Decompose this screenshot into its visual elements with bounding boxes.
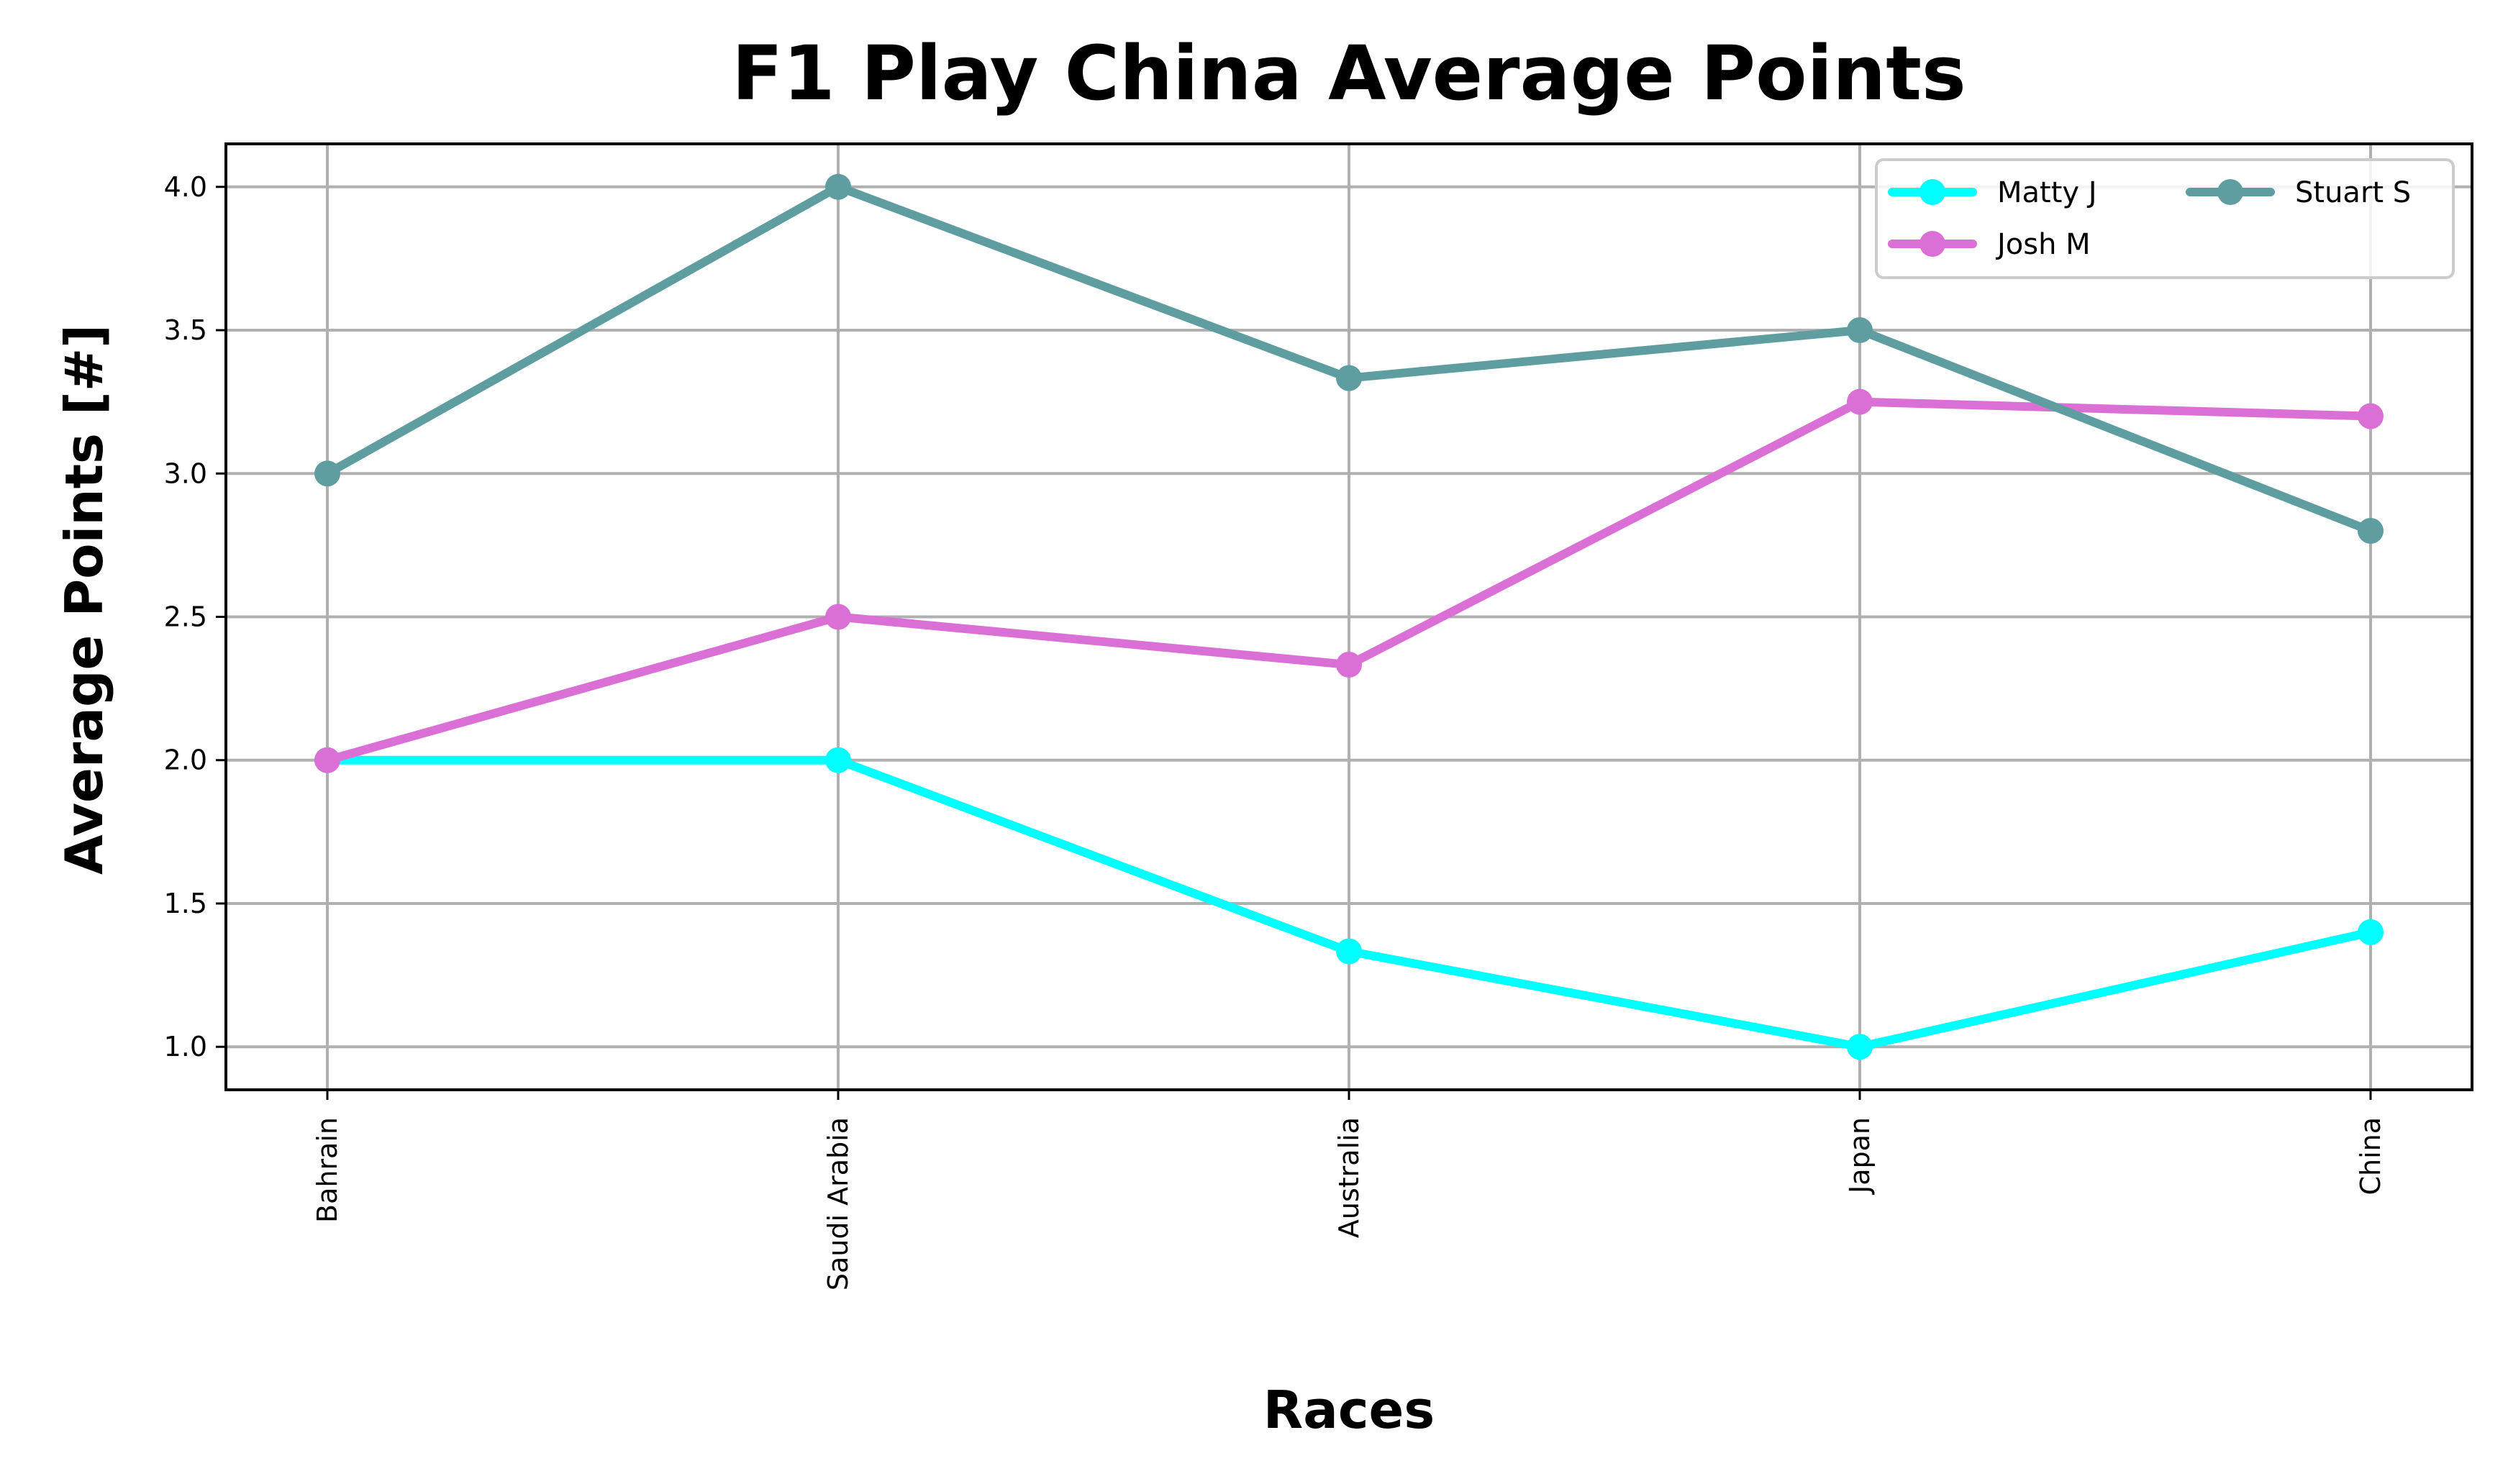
data-point bbox=[1336, 652, 1362, 678]
x-tick-label: Saudi Arabia bbox=[822, 1117, 854, 1290]
data-point bbox=[1847, 1034, 1873, 1060]
data-point bbox=[2358, 517, 2384, 544]
data-point bbox=[314, 460, 340, 487]
plot-frame bbox=[224, 142, 2473, 1091]
legend-swatch-marker bbox=[1919, 231, 1945, 257]
data-point bbox=[1336, 365, 1362, 391]
y-tick-label: 3.0 bbox=[164, 458, 207, 489]
x-tick-label: China bbox=[2355, 1117, 2386, 1196]
x-tick-label: Australia bbox=[1333, 1117, 1365, 1238]
y-tick-label: 1.0 bbox=[164, 1031, 207, 1062]
y-tick-label: 2.0 bbox=[164, 745, 207, 776]
y-tick-label: 2.5 bbox=[164, 601, 207, 633]
y-tick-label: 3.5 bbox=[164, 314, 207, 346]
x-axis-ticks: Bahrain Saudi Arabia Australia Japan China bbox=[312, 1090, 2386, 1290]
data-point bbox=[2358, 403, 2384, 429]
legend-label: Stuart S bbox=[2295, 176, 2411, 209]
data-point bbox=[825, 604, 851, 630]
data-point bbox=[1847, 317, 1873, 344]
legend-item: Matty J bbox=[1888, 176, 2097, 209]
y-tick-label: 4.0 bbox=[164, 171, 207, 203]
y-axis-label: Average Points [#] bbox=[54, 324, 114, 875]
data-point bbox=[825, 173, 851, 200]
x-axis-label: Races bbox=[1263, 1380, 1435, 1440]
legend-item: Stuart S bbox=[2186, 176, 2411, 209]
x-tick-label: Bahrain bbox=[312, 1117, 343, 1223]
legend-swatch-marker bbox=[2217, 179, 2243, 205]
legend-swatch-marker bbox=[1919, 179, 1945, 205]
data-point bbox=[825, 747, 851, 773]
legend-item: Josh M bbox=[1888, 228, 2091, 261]
legend-label: Josh M bbox=[1995, 228, 2091, 261]
data-point bbox=[1336, 938, 1362, 965]
series-layer bbox=[314, 173, 2384, 1060]
series-josh-m bbox=[314, 388, 2384, 773]
data-point bbox=[1847, 388, 1873, 415]
legend-label: Matty J bbox=[1997, 176, 2097, 209]
y-axis-ticks: 1.0 1.5 2.0 2.5 3.0 3.5 4.0 bbox=[164, 171, 226, 1062]
y-tick-label: 1.5 bbox=[164, 888, 207, 919]
legend: Matty J Josh M Stuart S bbox=[1875, 158, 2455, 279]
x-tick-label: Japan bbox=[1844, 1117, 1876, 1195]
legend-box bbox=[1875, 158, 2455, 279]
data-point bbox=[314, 747, 340, 773]
series-stuart-s bbox=[314, 173, 2384, 544]
chart-title: F1 Play China Average Points bbox=[732, 29, 1966, 117]
data-point bbox=[2358, 919, 2384, 945]
